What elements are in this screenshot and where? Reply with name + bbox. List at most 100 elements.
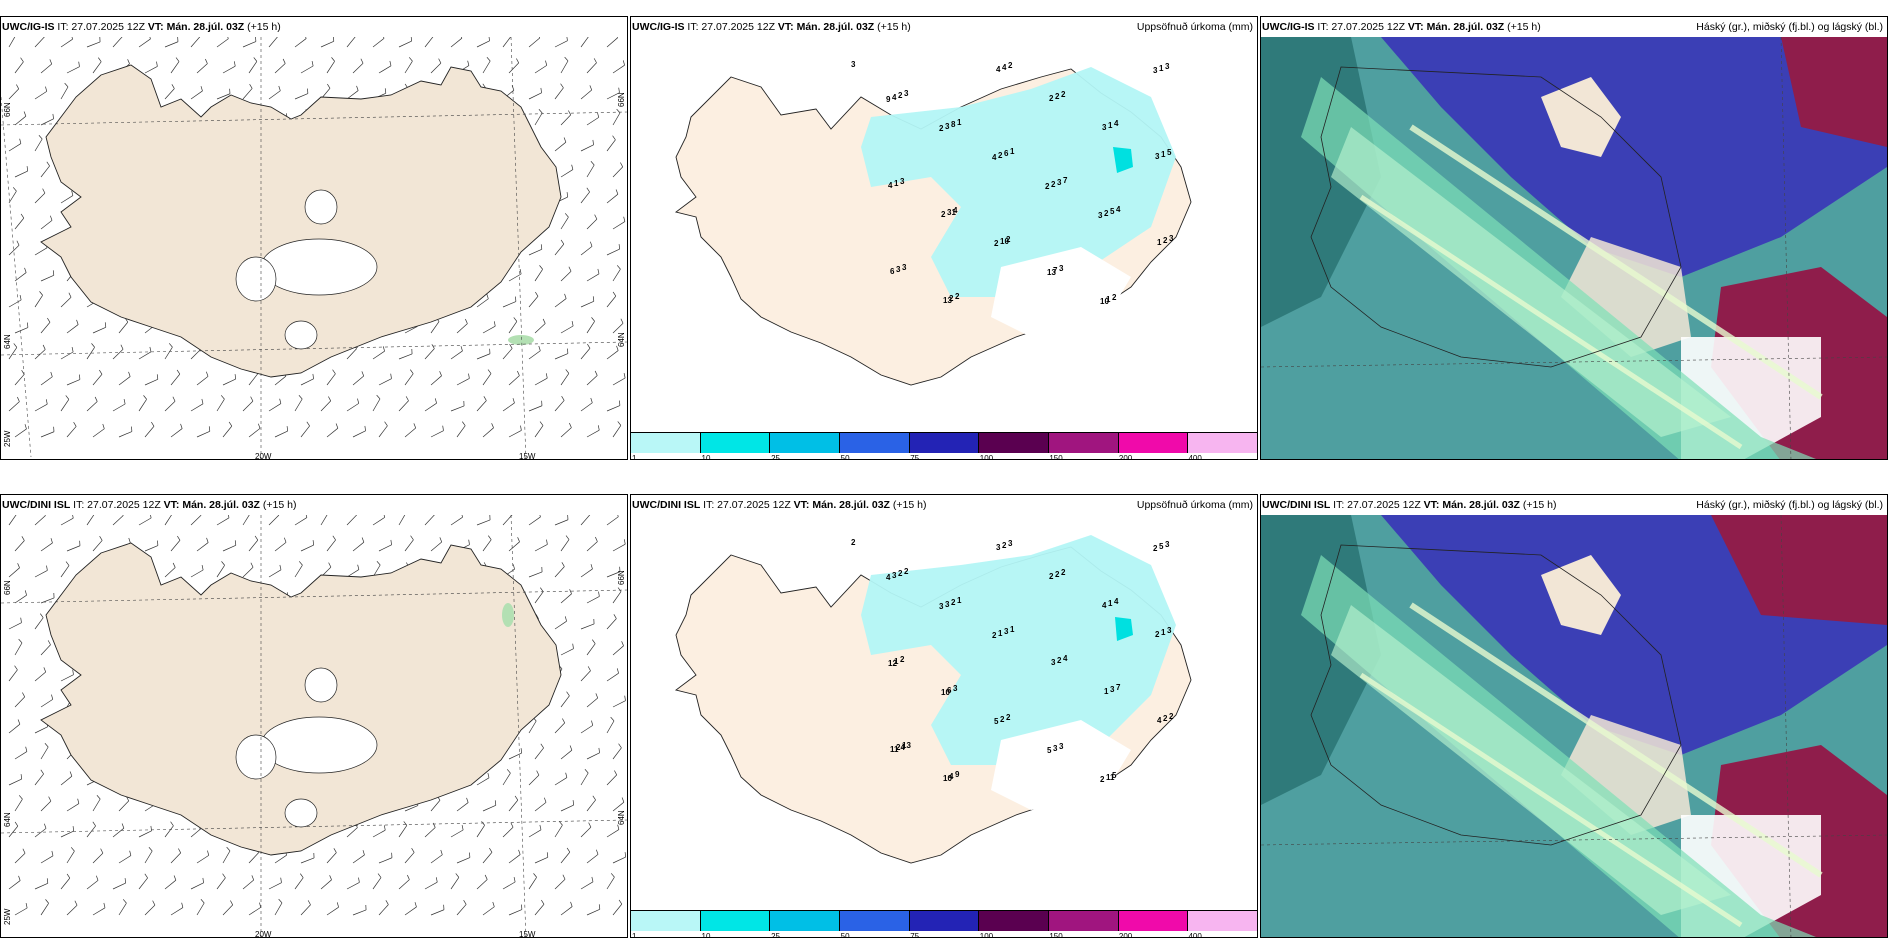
precip-value-label: 2 [1049,94,1054,103]
precip-map[interactable]: 2211472139324323235322323224422111623115… [631,515,1257,919]
wind-barb-flag [618,899,623,905]
wind-barb [326,427,339,438]
wind-barb-flag [463,899,467,905]
wind-barb-flag [364,425,366,431]
wind-barb-flag [17,396,20,402]
wind-barb-flag [336,902,339,908]
wind-barb-flag [589,241,593,247]
wind-barb-map[interactable] [1,37,627,460]
wind-barb [144,426,155,438]
wind-barb [580,144,594,152]
precip-map[interactable]: 3311743322245342323286352324211131107114… [631,37,1257,441]
wind-barb [606,92,620,100]
colorbar-tick-label: 75 [910,932,920,938]
wind-barb-flag [592,139,594,145]
wind-barb-flag [594,370,598,376]
precip-value-label: 13 [1047,268,1056,277]
wind-barb [164,401,176,412]
wind-barb-flag [74,900,78,906]
wind-barb [560,539,570,552]
precip-value-label: 3 [945,600,950,609]
wind-barb-flag [569,589,572,594]
wind-barb-flag [536,770,540,776]
wind-barb [326,539,336,552]
wind-barb-flag [468,373,470,379]
wind-barb [476,825,485,838]
wind-barb [586,799,596,812]
wind-barb [222,65,236,74]
wind-barb-flag [21,536,25,541]
wind-barb-flag [618,244,621,250]
wind-barb-flag [181,902,184,908]
wind-barb [372,877,382,890]
wind-barb [40,165,50,178]
wind-barb [138,830,152,838]
wind-barb-flag [624,852,627,858]
wind-barb [268,569,282,578]
wind-barb [196,902,205,916]
wind-barb [138,517,152,526]
wind-barb-map[interactable] [1,515,627,938]
wind-barb [248,373,258,386]
precip-value-label: 2 [1061,90,1066,99]
wind-barb [242,88,253,100]
wind-barb-flag [201,398,204,404]
cloud-map[interactable] [1261,515,1887,938]
wind-barb-flag [487,772,490,778]
colorbar-tick-label: 10 [701,932,711,938]
wind-barb [320,40,334,48]
wind-barb-flag [40,613,44,618]
wind-barb-flag [597,268,600,274]
wind-barb-flag [221,561,225,566]
wind-barb [586,375,598,386]
wind-barb [8,37,16,48]
wind-barb-flag [595,536,598,542]
wind-barb-flag [589,85,593,91]
wind-barb [274,542,287,552]
wind-barb-flag [298,394,303,400]
wind-barb [170,373,181,386]
wind-barb [190,515,202,526]
wind-barb [346,569,360,578]
wind-barb [476,519,491,526]
wind-barb-flag [484,874,488,880]
wind-barb-flag [564,213,569,218]
cloud-map[interactable] [1261,37,1887,460]
wind-barb [398,879,410,890]
wind-barb-flag [46,878,49,884]
wind-barb [170,907,184,916]
wind-barb [190,403,204,412]
wind-barb-flag [104,322,107,328]
wind-barb [612,323,624,334]
colorbar-tick-label: 10 [701,454,711,460]
panel-header: UWC/IG-IS IT: 27.07.2025 12Z VT: Mán. 28… [2,21,281,33]
wind-barb [34,295,43,308]
wind-barb [300,544,314,552]
wind-barb [40,903,49,916]
wind-barb-flag [18,638,23,644]
wind-barb-flag [148,846,153,852]
precip-value-label: 7 [1116,683,1121,692]
wind-barb-flag [143,395,147,400]
precip-value-label: 13 [943,296,952,305]
wind-barb [144,66,158,74]
precip-value-label: 2 [1153,544,1158,553]
wind-barb-flag [259,902,262,908]
precip-value-label: 3 [1051,658,1056,667]
precip-value-label: 10 [1000,237,1009,246]
wind-barb-flag [100,848,104,854]
wind-barb-flag [234,540,237,546]
precip-value-label: 5 [1167,148,1172,157]
precip-value-label: 2 [1002,541,1007,550]
wind-barb [300,425,310,438]
wind-barb-flag [542,318,546,324]
wind-barb-flag [565,369,570,374]
wind-barb [92,374,103,386]
wind-barb-flag [486,56,491,62]
precip-value-label: 3 [1110,685,1115,694]
wind-barb [294,877,304,890]
wind-barb [560,804,574,812]
wind-barb [606,295,617,308]
precip-value-label: 4 [1102,601,1107,610]
wind-barb [138,877,148,890]
